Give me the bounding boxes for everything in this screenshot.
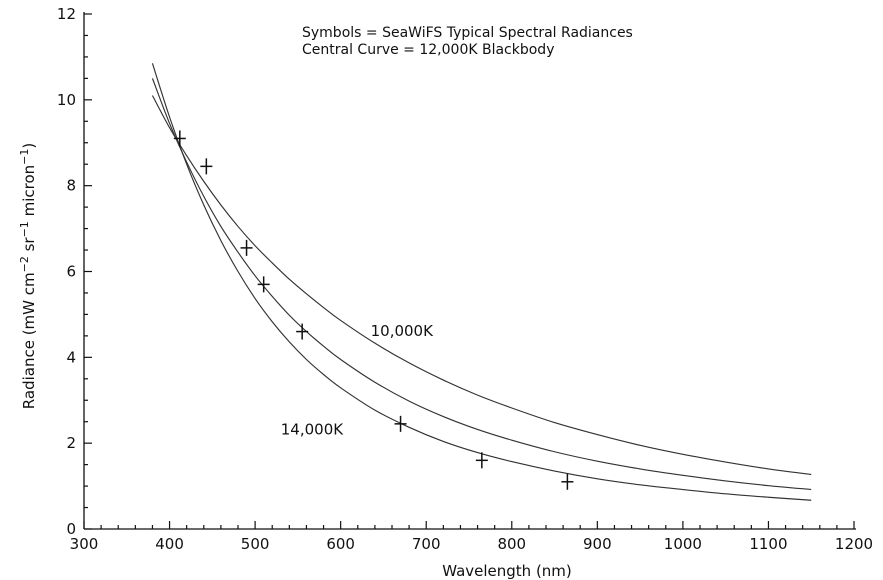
plot-area: 10,000K 14,000K — [151, 63, 812, 501]
annotation-block: Symbols = SeaWiFS Typical Spectral Radia… — [302, 25, 633, 58]
y-tick-label: 2 — [66, 434, 76, 452]
y-tick-label: 12 — [57, 5, 76, 23]
seawifs-radiance-marker — [257, 276, 270, 293]
blackbody-curve-1 — [151, 95, 812, 476]
x-tick-label: 600 — [326, 535, 355, 553]
blackbody-curve-2 — [151, 78, 812, 491]
annotation-central-curve: Central Curve = 12,000K Blackbody — [302, 42, 554, 58]
y-axis-title-part-3: micron — [20, 165, 38, 221]
seawifs-radiance-marker — [475, 452, 488, 469]
y-axis-title-part-1: Radiance (mW cm — [20, 272, 38, 409]
x-tick-label: 1100 — [749, 535, 787, 553]
x-tick-label: 1200 — [835, 535, 873, 553]
x-tick-label: 1000 — [664, 535, 702, 553]
x-tick-label: 900 — [583, 535, 612, 553]
seawifs-radiance-marker — [394, 415, 407, 432]
y-axis-title-part-4: ) — [20, 143, 38, 149]
y-axis-title: Radiance (mW cm−2 sr−1 micron−1) — [18, 143, 38, 409]
y-tick-label: 8 — [66, 177, 76, 195]
y-tick-label: 0 — [66, 520, 76, 538]
axes: 300 400 500 600 700 800 900 1000 1100 1200 0 2 4 6 8 10… — [57, 5, 873, 553]
annotation-symbols: Symbols = SeaWiFS Typical Spectral Radia… — [302, 25, 633, 41]
x-axis-title: Wavelength (nm) — [442, 562, 572, 580]
y-axis-title-exp-3: −1 — [18, 149, 31, 165]
x-tick-label: 700 — [412, 535, 441, 553]
seawifs-radiance-marker — [296, 323, 309, 340]
y-axis-title-exp-2: −1 — [18, 221, 31, 237]
y-axis-title-exp-1: −2 — [18, 256, 31, 272]
seawifs-radiance-marker — [173, 130, 186, 147]
x-tick-label: 800 — [497, 535, 526, 553]
seawifs-radiance-marker — [240, 239, 253, 256]
x-tick-label: 400 — [155, 535, 184, 553]
y-tick-label: 6 — [66, 263, 76, 281]
curve-label: 10,000K — [371, 322, 434, 340]
x-tick-label: 300 — [70, 535, 99, 553]
x-tick-label: 500 — [241, 535, 270, 553]
seawifs-radiance-marker — [200, 158, 213, 175]
seawifs-radiance-marker — [561, 473, 574, 490]
y-tick-label: 10 — [57, 91, 76, 109]
blackbody-curve-3 — [151, 63, 812, 501]
y-tick-label: 4 — [66, 348, 76, 366]
y-axis-title-part-2: sr — [20, 237, 38, 257]
curve-label: 14,000K — [281, 421, 344, 439]
